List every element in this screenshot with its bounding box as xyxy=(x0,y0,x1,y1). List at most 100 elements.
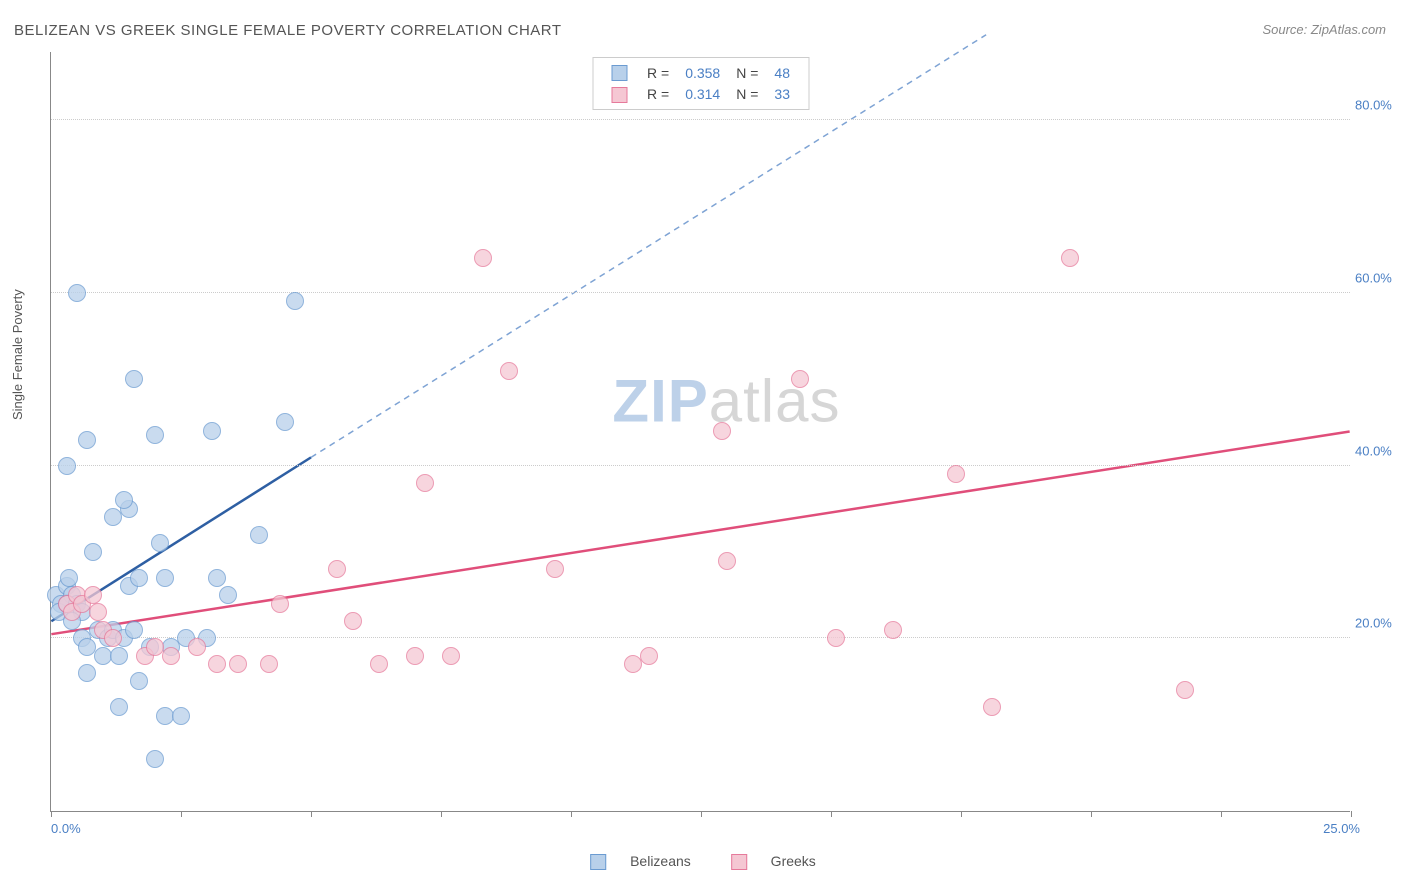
scatter-point xyxy=(260,655,278,673)
legend-swatch xyxy=(731,854,747,870)
scatter-point xyxy=(78,664,96,682)
y-tick-label: 40.0% xyxy=(1355,443,1405,458)
legend-r-value: 0.314 xyxy=(677,83,728,104)
x-tick xyxy=(571,811,572,817)
chart-container: BELIZEAN VS GREEK SINGLE FEMALE POVERTY … xyxy=(0,0,1406,892)
legend-swatch xyxy=(611,65,627,81)
scatter-point xyxy=(58,457,76,475)
scatter-point xyxy=(219,586,237,604)
plot-area: ZIPatlas R =0.358N =48R =0.314N =33 20.0… xyxy=(50,52,1350,812)
scatter-point xyxy=(791,370,809,388)
legend-n-label: N = xyxy=(728,83,766,104)
scatter-point xyxy=(416,474,434,492)
scatter-point xyxy=(84,543,102,561)
scatter-point xyxy=(188,638,206,656)
y-tick-label: 20.0% xyxy=(1355,616,1405,631)
x-tick xyxy=(1091,811,1092,817)
scatter-point xyxy=(344,612,362,630)
correlation-legend: R =0.358N =48R =0.314N =33 xyxy=(592,57,809,110)
scatter-point xyxy=(474,249,492,267)
legend-item: Belizeans xyxy=(580,853,701,869)
scatter-point xyxy=(146,426,164,444)
scatter-point xyxy=(1061,249,1079,267)
legend-label: Belizeans xyxy=(630,853,691,869)
source-attribution: Source: ZipAtlas.com xyxy=(1262,22,1386,37)
gridline xyxy=(51,292,1350,293)
scatter-point xyxy=(162,647,180,665)
scatter-point xyxy=(203,422,221,440)
legend-swatch xyxy=(590,854,606,870)
x-tick xyxy=(961,811,962,817)
scatter-point xyxy=(640,647,658,665)
legend-label: Greeks xyxy=(771,853,816,869)
scatter-point xyxy=(156,569,174,587)
scatter-point xyxy=(104,629,122,647)
x-tick xyxy=(1351,811,1352,817)
trend-line-solid xyxy=(51,432,1349,635)
scatter-point xyxy=(125,370,143,388)
x-tick xyxy=(701,811,702,817)
y-axis-title: Single Female Poverty xyxy=(10,289,25,420)
scatter-point xyxy=(328,560,346,578)
scatter-point xyxy=(208,655,226,673)
scatter-point xyxy=(271,595,289,613)
x-tick xyxy=(1221,811,1222,817)
legend-n-value: 33 xyxy=(766,83,798,104)
watermark-part1: ZIP xyxy=(612,368,708,435)
scatter-point xyxy=(84,586,102,604)
x-tick xyxy=(311,811,312,817)
scatter-point xyxy=(884,621,902,639)
scatter-point xyxy=(276,413,294,431)
scatter-point xyxy=(151,534,169,552)
scatter-point xyxy=(827,629,845,647)
scatter-point xyxy=(208,569,226,587)
legend-n-value: 48 xyxy=(766,62,798,83)
scatter-point xyxy=(89,603,107,621)
x-tick xyxy=(51,811,52,817)
scatter-point xyxy=(370,655,388,673)
scatter-point xyxy=(500,362,518,380)
scatter-point xyxy=(130,569,148,587)
legend-swatch xyxy=(611,87,627,103)
scatter-point xyxy=(78,431,96,449)
scatter-point xyxy=(60,569,78,587)
trend-lines-svg xyxy=(51,52,1350,811)
gridline xyxy=(51,465,1350,466)
x-tick-label-max: 25.0% xyxy=(1323,821,1360,836)
series-legend: Belizeans Greeks xyxy=(570,853,836,870)
scatter-point xyxy=(718,552,736,570)
scatter-point xyxy=(546,560,564,578)
x-tick xyxy=(181,811,182,817)
scatter-point xyxy=(68,284,86,302)
scatter-point xyxy=(115,491,133,509)
x-tick xyxy=(831,811,832,817)
scatter-point xyxy=(713,422,731,440)
x-tick xyxy=(441,811,442,817)
scatter-point xyxy=(983,698,1001,716)
chart-title: BELIZEAN VS GREEK SINGLE FEMALE POVERTY … xyxy=(14,22,562,39)
correlation-table: R =0.358N =48R =0.314N =33 xyxy=(603,62,798,105)
legend-row: R =0.358N =48 xyxy=(603,62,798,83)
legend-n-label: N = xyxy=(728,62,766,83)
legend-item: Greeks xyxy=(721,853,826,869)
scatter-point xyxy=(125,621,143,639)
scatter-point xyxy=(110,647,128,665)
y-tick-label: 80.0% xyxy=(1355,98,1405,113)
legend-r-label: R = xyxy=(639,62,677,83)
scatter-point xyxy=(229,655,247,673)
scatter-point xyxy=(130,672,148,690)
scatter-point xyxy=(146,750,164,768)
scatter-point xyxy=(250,526,268,544)
legend-r-label: R = xyxy=(639,83,677,104)
scatter-point xyxy=(406,647,424,665)
gridline xyxy=(51,637,1350,638)
scatter-point xyxy=(286,292,304,310)
scatter-point xyxy=(442,647,460,665)
scatter-point xyxy=(947,465,965,483)
legend-r-value: 0.358 xyxy=(677,62,728,83)
x-tick-label-min: 0.0% xyxy=(51,821,81,836)
scatter-point xyxy=(172,707,190,725)
gridline xyxy=(51,119,1350,120)
y-tick-label: 60.0% xyxy=(1355,270,1405,285)
legend-row: R =0.314N =33 xyxy=(603,83,798,104)
